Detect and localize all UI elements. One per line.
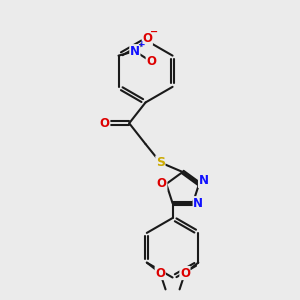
Text: N: N xyxy=(130,45,140,58)
Text: S: S xyxy=(156,156,165,169)
Text: O: O xyxy=(100,117,110,130)
Text: N: N xyxy=(193,197,203,210)
Text: O: O xyxy=(180,266,190,280)
Text: N: N xyxy=(199,174,208,188)
Text: −: − xyxy=(150,27,158,37)
Text: O: O xyxy=(142,32,152,45)
Text: +: + xyxy=(138,40,145,49)
Text: O: O xyxy=(155,266,165,280)
Text: O: O xyxy=(157,177,167,190)
Text: O: O xyxy=(146,55,156,68)
